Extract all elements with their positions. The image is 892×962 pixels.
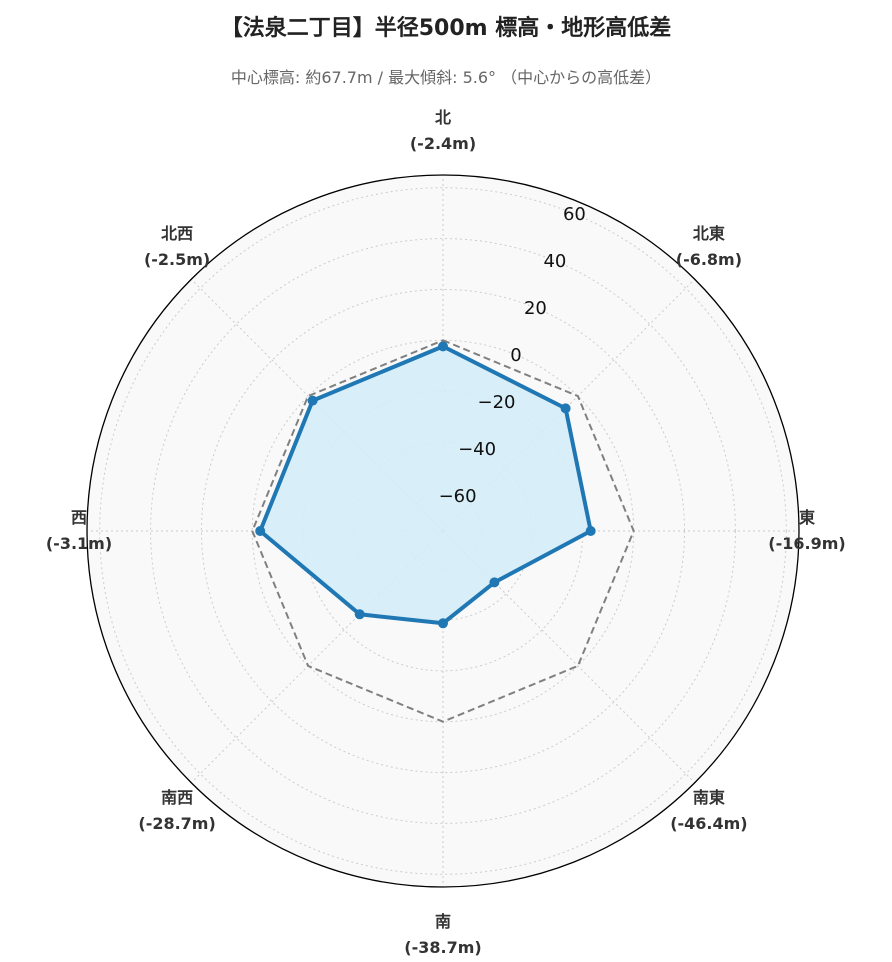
outer-ring [86, 174, 800, 888]
grid-spoke [442, 530, 696, 784]
direction-value-label: (-38.7m) [404, 938, 481, 957]
radial-tick-label: −20 [478, 392, 516, 413]
grid-circle [150, 238, 736, 824]
data-point [489, 577, 500, 588]
radial-tick-label: 60 [563, 204, 586, 225]
data-point [307, 395, 318, 406]
direction-value-label: (-2.4m) [410, 134, 476, 153]
points-layer [255, 341, 596, 629]
direction-value-label: (-3.1m) [46, 534, 112, 553]
series-area [260, 346, 591, 624]
data-point [585, 526, 596, 536]
grid-spoke [190, 530, 444, 784]
zero-reference-line [251, 339, 635, 723]
direction-label: 北東 [693, 224, 725, 243]
data-point [560, 403, 571, 414]
data-point [354, 609, 365, 620]
grid-layer [87, 175, 799, 887]
radial-tick-label: −40 [458, 439, 496, 460]
data-point [438, 341, 448, 352]
radial-tick-label: −60 [439, 486, 477, 507]
chart-subtitle: 中心標高: 約67.7m / 最大傾斜: 5.6° （中心からの高低差） [230, 68, 662, 87]
direction-value-label: (-28.7m) [138, 814, 215, 833]
direction-value-label: (-16.9m) [768, 534, 845, 553]
chart-title: 【法泉二丁目】半径500m 標高・地形高低差 [220, 16, 672, 41]
direction-value-label: (-6.8m) [676, 250, 742, 269]
grid-spoke [442, 278, 696, 532]
data-point [255, 526, 266, 536]
direction-label: 西 [71, 508, 87, 527]
direction-label: 南西 [161, 788, 193, 807]
radial-tick-label: 0 [510, 345, 521, 366]
radial-tick-label: 40 [543, 251, 566, 272]
radial-tick-labels: −60 −40 −20 0 20 40 60 [439, 204, 586, 507]
direction-labels: 北 (-2.4m) 北東 (-6.8m) 東 (-16.9m) 南東 (-46.4m) 南 (-3… [46, 108, 846, 957]
data-point [438, 618, 448, 629]
direction-value-label: (-46.4m) [670, 814, 747, 833]
radial-tick-label: 20 [524, 298, 547, 319]
direction-label: 南 [435, 912, 451, 931]
direction-value-label: (-2.5m) [144, 250, 210, 269]
direction-label: 北西 [161, 224, 193, 243]
direction-label: 南東 [693, 788, 725, 807]
grid-spoke [190, 278, 444, 532]
direction-label: 北 [435, 108, 451, 127]
grid-circle [99, 187, 787, 875]
direction-label: 東 [799, 508, 815, 527]
